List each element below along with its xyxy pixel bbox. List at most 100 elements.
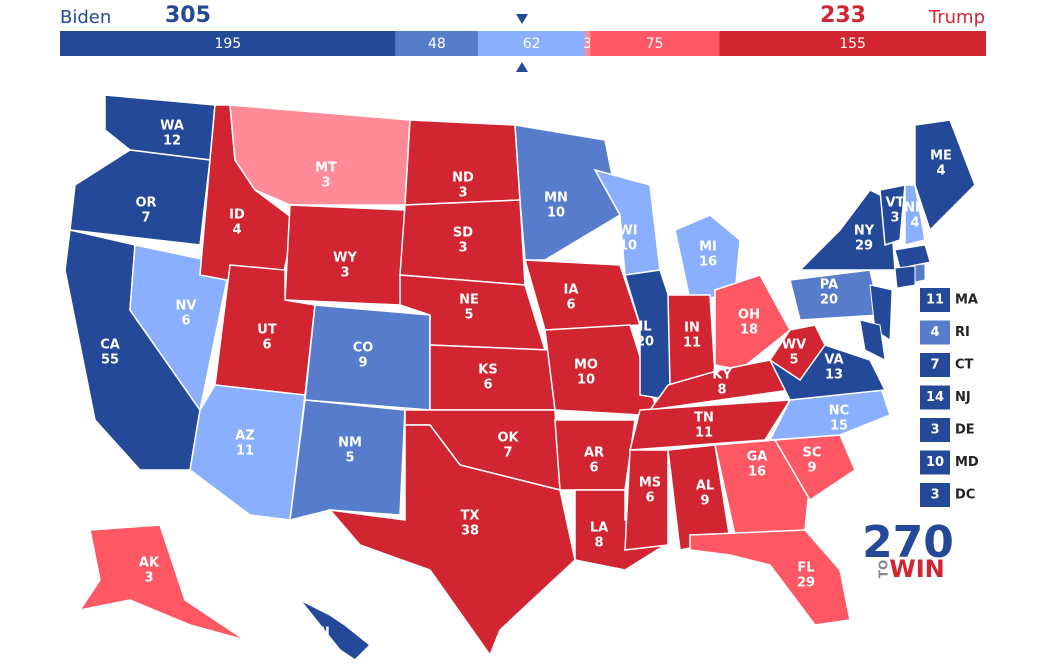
state-abbr: MN (544, 191, 568, 206)
state-ev: 9 (807, 461, 816, 476)
small-state-abbr: MD (955, 455, 979, 470)
state (514, 124, 621, 261)
state (674, 214, 741, 301)
state (229, 104, 411, 206)
right-name: Trump (928, 7, 985, 28)
state-ev: 5 (345, 451, 354, 466)
state-abbr: CA (100, 338, 120, 353)
small-state-abbr: CT (955, 358, 974, 373)
state-ev: 15 (830, 419, 848, 434)
state-abbr: MT (315, 161, 337, 176)
bar-segment (719, 31, 986, 56)
state-abbr: AK (139, 556, 160, 571)
state-ev: 3 (321, 176, 330, 191)
state-ev: 3 (340, 266, 349, 281)
logo-win: WIN (889, 555, 945, 583)
state-abbr: ND (452, 171, 474, 186)
state-ev: 10 (547, 206, 565, 221)
state-ev: 7 (141, 211, 150, 226)
state-ev: 8 (594, 536, 603, 551)
state-ev: 20 (820, 293, 838, 308)
state-ev: 8 (717, 383, 726, 398)
state (904, 184, 926, 246)
small-state-abbr: DC (955, 488, 975, 503)
small-state-box (920, 418, 950, 442)
state-ev: 55 (101, 353, 119, 368)
bar-segment (590, 31, 720, 56)
state-abbr: OH (738, 308, 760, 323)
state-abbr: OR (135, 196, 156, 211)
state-abbr: NE (459, 293, 479, 308)
state-ev: 4 (910, 216, 919, 231)
state-ev: 6 (645, 491, 654, 506)
state-ev: 29 (855, 239, 873, 254)
state-ev: 16 (748, 465, 766, 480)
state-abbr: NY (854, 224, 875, 239)
state-abbr: LA (590, 521, 608, 536)
state-abbr: AZ (235, 429, 255, 444)
state-abbr: WY (333, 251, 357, 266)
state-ev: 10 (619, 239, 637, 254)
state-abbr: AL (696, 479, 714, 494)
state-ev: 12 (163, 134, 181, 149)
state-ev: 3 (144, 571, 153, 586)
state-ev: 3 (458, 241, 467, 256)
state-ev: 7 (503, 446, 512, 461)
state-ev: 6 (262, 338, 271, 353)
state (69, 149, 211, 246)
logo-number: 270 (862, 517, 954, 568)
state-ev: 11 (695, 426, 713, 441)
state-abbr: KS (478, 363, 497, 378)
small-state-box (920, 483, 950, 507)
state (629, 399, 792, 451)
state-abbr: CO (353, 341, 374, 356)
small-state-ev: 7 (930, 358, 939, 373)
small-state-abbr: NJ (955, 390, 971, 405)
state-ev: 11 (236, 444, 254, 459)
left-total: 305 (165, 3, 211, 28)
state-abbr: MS (639, 476, 661, 491)
state-abbr: PA (820, 278, 838, 293)
state-abbr: SC (803, 446, 822, 461)
state-abbr: OK (497, 431, 519, 446)
state-ev: 3 (890, 211, 899, 226)
small-state-box (920, 450, 950, 475)
state-abbr: FL (797, 561, 814, 576)
small-state-ev: 11 (926, 293, 944, 308)
state-ev: 38 (461, 524, 479, 539)
small-state-ev: 14 (926, 390, 944, 405)
state-abbr: IN (684, 321, 700, 336)
small-state-box (920, 385, 950, 410)
small-state-abbr: RI (955, 325, 970, 340)
state-abbr: IA (564, 283, 579, 298)
small-state-box (920, 288, 950, 312)
state (894, 244, 931, 269)
state (879, 184, 906, 247)
state-abbr: SD (453, 226, 473, 241)
state (768, 324, 826, 382)
bar-segment (60, 31, 396, 56)
right-total: 233 (820, 3, 866, 28)
state (914, 119, 976, 232)
state-abbr: VT (886, 196, 905, 211)
midpoint-marker (516, 62, 528, 72)
state-ev: 18 (740, 323, 758, 338)
state (859, 319, 886, 361)
state (289, 399, 406, 521)
small-state-ev: 4 (930, 325, 939, 340)
small-state-ev: 10 (926, 455, 944, 470)
state-abbr: IL (638, 320, 651, 335)
state (894, 265, 916, 289)
state-abbr: NM (338, 436, 362, 451)
small-state-ev: 3 (930, 488, 939, 503)
state (328, 424, 576, 657)
state (523, 259, 642, 331)
bar-segment (478, 31, 585, 56)
state-ev: 9 (700, 494, 709, 509)
bar-label: 48 (428, 36, 446, 52)
state-ev: 5 (789, 353, 798, 368)
state-ev: 6 (589, 461, 598, 476)
state (78, 524, 246, 641)
bar-segment (395, 31, 479, 56)
